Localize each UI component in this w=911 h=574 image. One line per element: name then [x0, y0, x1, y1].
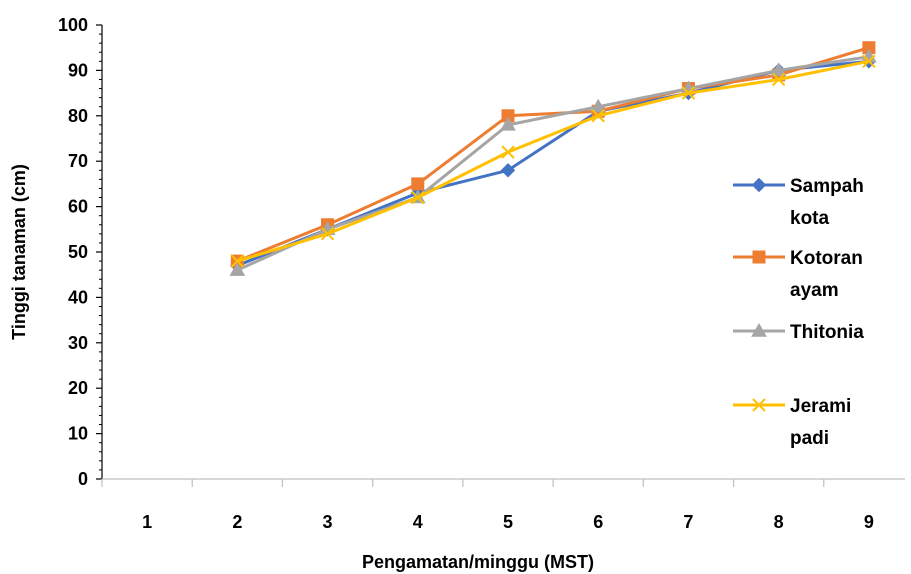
y-tick-label: 0 — [78, 469, 88, 489]
legend-label: padi — [790, 428, 829, 449]
series-sampah-kota — [231, 55, 876, 272]
x-tick-label: 5 — [503, 512, 513, 532]
y-tick-label: 80 — [68, 106, 88, 126]
y-tick-label: 70 — [68, 151, 88, 171]
x-tick-label: 6 — [593, 512, 603, 532]
data-point — [502, 146, 514, 158]
series-line — [237, 61, 869, 261]
series-jerami-padi — [231, 55, 875, 267]
x-axis-title: Pengamatan/minggu (MST) — [362, 552, 594, 572]
y-tick-label: 90 — [68, 60, 88, 80]
legend-marker — [753, 179, 766, 192]
axes — [102, 25, 905, 479]
legend-label: kota — [790, 208, 830, 229]
legend: Sampah kota Kotoran ayam Thitonia Jerami padi — [733, 176, 864, 449]
y-tick-label: 30 — [68, 333, 88, 353]
x-tick-label: 4 — [413, 512, 423, 532]
legend-label: Thitonia — [790, 322, 864, 343]
y-tick-label: 100 — [58, 15, 88, 35]
x-tick-label: 2 — [232, 512, 242, 532]
legend-item: Thitonia — [733, 322, 864, 343]
series-layer — [230, 42, 876, 276]
y-tick-label: 40 — [68, 287, 88, 307]
series-thitonia — [230, 50, 876, 276]
x-tick-label: 1 — [142, 512, 152, 532]
x-tick-label: 8 — [774, 512, 784, 532]
x-tick-label: 3 — [323, 512, 333, 532]
y-tick-label: 50 — [68, 242, 88, 262]
data-point — [412, 178, 424, 190]
y-tick-label: 60 — [68, 197, 88, 217]
x-tick-label: 7 — [683, 512, 693, 532]
x-ticks: 1 2 3 4 5 6 7 8 9 — [102, 479, 911, 532]
legend-label: Sampah — [790, 176, 864, 197]
y-ticks: 0 10 20 30 40 50 60 70 80 90 100 — [58, 15, 102, 489]
legend-label: Kotoran — [790, 248, 863, 269]
x-tick-label: 9 — [864, 512, 874, 532]
y-tick-label: 20 — [68, 378, 88, 398]
y-axis-title: Tinggi tanaman (cm) — [9, 164, 29, 340]
legend-item: Jerami padi — [733, 396, 851, 449]
legend-item: Kotoran ayam — [733, 248, 863, 301]
legend-label: Jerami — [790, 396, 851, 417]
legend-label: ayam — [790, 280, 839, 301]
legend-item: Sampah kota — [733, 176, 864, 229]
y-tick-label: 10 — [68, 424, 88, 444]
legend-marker — [753, 251, 765, 263]
